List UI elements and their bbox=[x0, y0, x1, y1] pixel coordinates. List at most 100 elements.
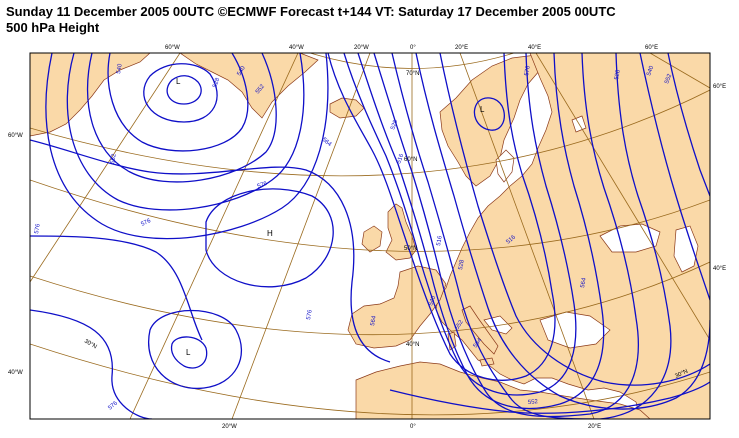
lon-label: 60°E bbox=[645, 45, 658, 51]
land-north-africa bbox=[355, 361, 651, 419]
contour-east-3 bbox=[639, 53, 710, 301]
center-label-l-scandinavia: L bbox=[480, 105, 485, 114]
contour-label: 540 bbox=[237, 65, 248, 77]
contour-east-1 bbox=[415, 53, 710, 410]
contour-label: 552 bbox=[528, 399, 539, 406]
contour-label: 540 bbox=[428, 295, 437, 307]
lon-label: 40°W bbox=[8, 370, 23, 376]
contour-label: 516 bbox=[505, 234, 517, 245]
contour-l-south-small bbox=[170, 336, 208, 369]
sea-baltic bbox=[495, 149, 515, 183]
contour-label: 576 bbox=[306, 309, 314, 321]
contour-label: 564 bbox=[580, 277, 588, 289]
land-greenland bbox=[179, 53, 319, 119]
contour-label: 552 bbox=[664, 73, 673, 85]
contour-l-center-small bbox=[166, 75, 202, 105]
contour-h-ring bbox=[205, 188, 334, 288]
sea-caspian bbox=[673, 225, 699, 273]
contour-east-4 bbox=[667, 53, 710, 197]
meridian-60w bbox=[30, 53, 181, 283]
contour-l-center-medium bbox=[143, 63, 218, 123]
lat-label: 30°N bbox=[83, 339, 98, 351]
height-contours bbox=[30, 53, 710, 419]
lon-label: 40°W bbox=[289, 45, 304, 51]
lat-label: 70°N bbox=[406, 71, 419, 77]
lat-label: 30°N bbox=[674, 369, 689, 380]
contour-label: 564 bbox=[370, 315, 378, 327]
center-label-h-atlantic: H bbox=[267, 229, 273, 238]
contour-trough-4 bbox=[373, 53, 639, 418]
latitude-labels: 70°N 60°N 50°N 40°N 30°N 30°N bbox=[83, 71, 689, 380]
contour-east-2 bbox=[439, 53, 710, 386]
sea-adriatic bbox=[483, 315, 513, 335]
contour-south-east bbox=[389, 381, 710, 414]
meridian-40w bbox=[129, 53, 299, 419]
contour-label: 552 bbox=[455, 319, 466, 331]
map-subtitle: 500 hPa Height bbox=[6, 20, 100, 35]
contour-label: 552 bbox=[110, 153, 118, 165]
contour-label: 564 bbox=[473, 337, 484, 349]
map-title: Sunday 11 December 2005 00UTC ©ECMWF For… bbox=[6, 4, 616, 19]
lat-label: 50°N bbox=[404, 246, 417, 252]
contour-label: 540 bbox=[646, 65, 655, 77]
pressure-centers: L L H L bbox=[176, 77, 485, 357]
lon-label: 20°W bbox=[354, 45, 369, 51]
graticule bbox=[30, 53, 710, 419]
contour-l-west-3 bbox=[66, 53, 305, 211]
land-canada bbox=[30, 53, 151, 137]
meridian-40e bbox=[535, 53, 710, 341]
lon-label: 20°E bbox=[588, 424, 601, 430]
bottom-longitude-labels: 20°W 0° 20°E bbox=[222, 424, 601, 430]
contour-trough-1 bbox=[327, 53, 556, 381]
contour-label: 552 bbox=[255, 83, 266, 95]
contour-label: 528 bbox=[212, 77, 221, 89]
contour-l-west-4 bbox=[45, 53, 329, 240]
contour-label: 576 bbox=[257, 181, 269, 190]
meridian-60e bbox=[649, 53, 710, 89]
lon-label: 60°W bbox=[165, 45, 180, 51]
center-label-l-north: L bbox=[176, 77, 181, 86]
lon-label: 40°E bbox=[528, 45, 541, 51]
lon-label: 40°E bbox=[713, 266, 726, 272]
land-scandinavia bbox=[439, 54, 541, 187]
contour-l-west-2 bbox=[86, 53, 277, 183]
contour-label: 528 bbox=[614, 69, 622, 81]
map-frame bbox=[29, 52, 711, 420]
contour-l-west-1 bbox=[107, 53, 249, 152]
contour-scand-loop bbox=[473, 97, 505, 131]
lon-label: 20°E bbox=[455, 45, 468, 51]
contour-label: 540 bbox=[116, 63, 124, 75]
contour-trough-5 bbox=[391, 53, 672, 419]
lat-label: 40°N bbox=[406, 342, 419, 348]
parallel-50n bbox=[30, 179, 710, 252]
lon-label: 60°W bbox=[8, 133, 23, 139]
contour-label: 576 bbox=[524, 65, 532, 77]
sea-black bbox=[599, 223, 661, 253]
lon-label: 60°E bbox=[713, 84, 726, 90]
lon-label: 0° bbox=[410, 424, 416, 430]
lon-label: 0° bbox=[410, 45, 416, 51]
contour-trough-2 bbox=[343, 53, 577, 396]
side-longitude-labels: 60°W 40°W 60°E 40°E bbox=[8, 84, 726, 376]
land-ireland bbox=[361, 225, 383, 253]
parallel-40n bbox=[30, 261, 710, 336]
contour-l-south bbox=[148, 310, 242, 390]
contour-label: 528 bbox=[458, 259, 466, 271]
meridian-20w bbox=[231, 53, 371, 419]
lat-label: 60°N bbox=[404, 157, 417, 163]
contour-label: 516 bbox=[436, 235, 444, 247]
contour-label: 576 bbox=[34, 223, 42, 235]
lon-label: 20°W bbox=[222, 424, 237, 430]
contour-h-outer bbox=[30, 139, 391, 363]
center-label-l-south: L bbox=[186, 348, 191, 357]
contour-labels: 540 528 540 552 564 576 552 576 576 576 … bbox=[34, 63, 673, 412]
top-longitude-labels: 60°W 40°W 20°W 0° 20°E 40°E 60°E bbox=[165, 45, 658, 51]
contour-label: 564 bbox=[321, 137, 333, 148]
contour-576-sw bbox=[30, 309, 153, 419]
contour-label: 528 bbox=[390, 119, 399, 131]
contour-label: 516 bbox=[396, 153, 405, 165]
contour-label: 576 bbox=[107, 400, 119, 411]
contour-label: 576 bbox=[140, 218, 152, 228]
parallel-60n bbox=[30, 89, 710, 177]
